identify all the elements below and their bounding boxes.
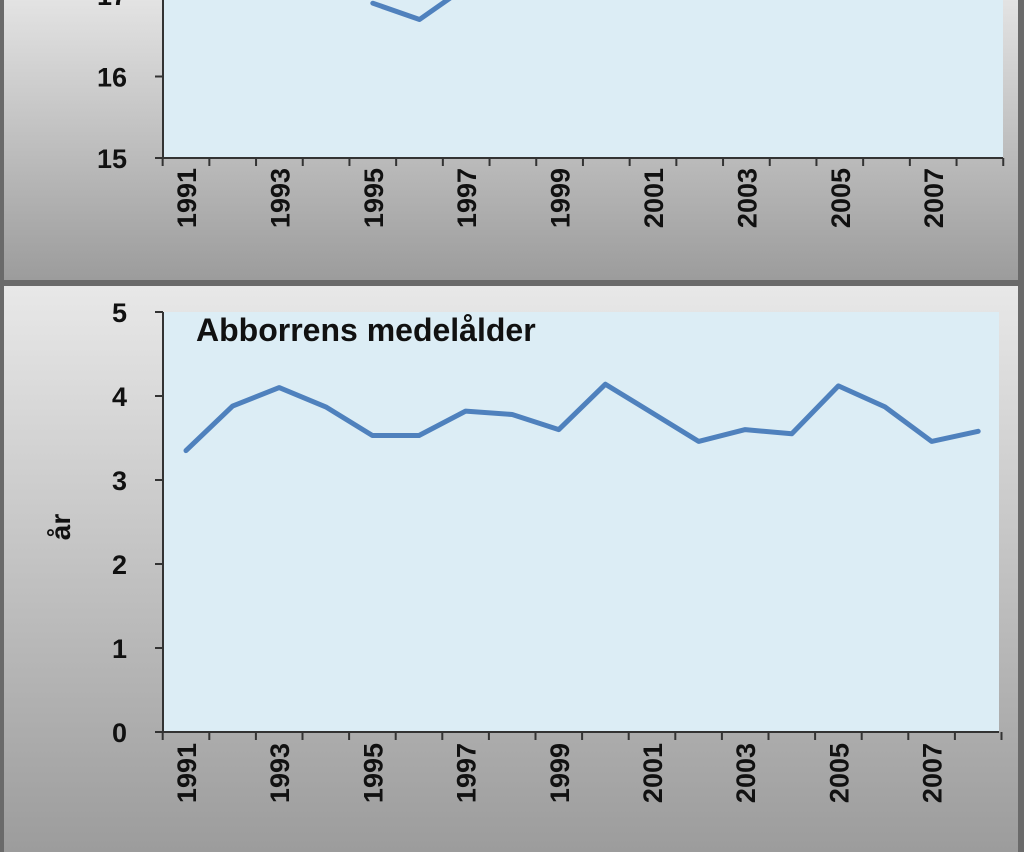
x-tick-label: 2001 [639,168,669,228]
x-tick-label: 1999 [546,168,576,228]
y-tick-label: 16 [97,63,127,93]
y-tick-label: 0 [112,718,127,748]
top-ticks [155,75,1005,166]
top-x-tick-labels: 1991 1993 1995 1997 1999 2001 2003 2005 2007 [172,168,949,228]
x-tick-label: 2005 [824,743,854,803]
y-tick-label: 15 [97,144,127,174]
x-tick-label: 1993 [265,168,295,228]
x-tick-label: 1995 [358,743,388,803]
x-tick-label: 1995 [359,168,389,228]
y-tick-label: 17 [97,0,127,11]
y-axis-label: år [45,514,76,541]
x-tick-label: 2007 [918,743,948,803]
bottom-y-tick-labels: 0 1 2 3 4 5 [112,298,127,748]
top-chart: 1991 1993 1995 1997 1999 2001 2003 2005 2007 151… [4,0,1018,280]
y-tick-label: 1 [112,634,127,664]
y-tick-label: 4 [112,382,127,412]
y-tick-label: 3 [112,466,127,496]
bottom-x-tick-labels: 1991 1993 1995 1997 1999 2001 2003 2005 2007 [172,743,948,803]
x-tick-label: 2005 [826,168,856,228]
x-tick-label: 2003 [732,168,762,228]
x-tick-label: 2003 [731,743,761,803]
x-tick-label: 1997 [452,743,482,803]
x-tick-label: 2007 [919,168,949,228]
x-tick-label: 2001 [638,743,668,803]
y-tick-label: 5 [112,298,127,328]
bottom-ticks [155,311,1003,740]
y-tick-label: 2 [112,550,127,580]
bottom-series-line [183,381,981,454]
x-tick-label: 1999 [545,743,575,803]
bottom-chart: 1991 1993 1995 1997 1999 2001 2003 2005 2007 0 1 2… [4,286,1018,852]
top-plot-area [163,0,1003,158]
x-tick-label: 1997 [452,168,482,228]
bottom-plot-area [163,312,999,732]
x-tick-label: 1993 [265,743,295,803]
top-y-tick-labels: 15 16 17 [97,0,127,174]
x-tick-label: 1991 [172,743,202,803]
x-tick-label: 1991 [172,168,202,228]
top-series-line [370,0,452,22]
chart-title: Abborrens medelålder [196,312,536,348]
